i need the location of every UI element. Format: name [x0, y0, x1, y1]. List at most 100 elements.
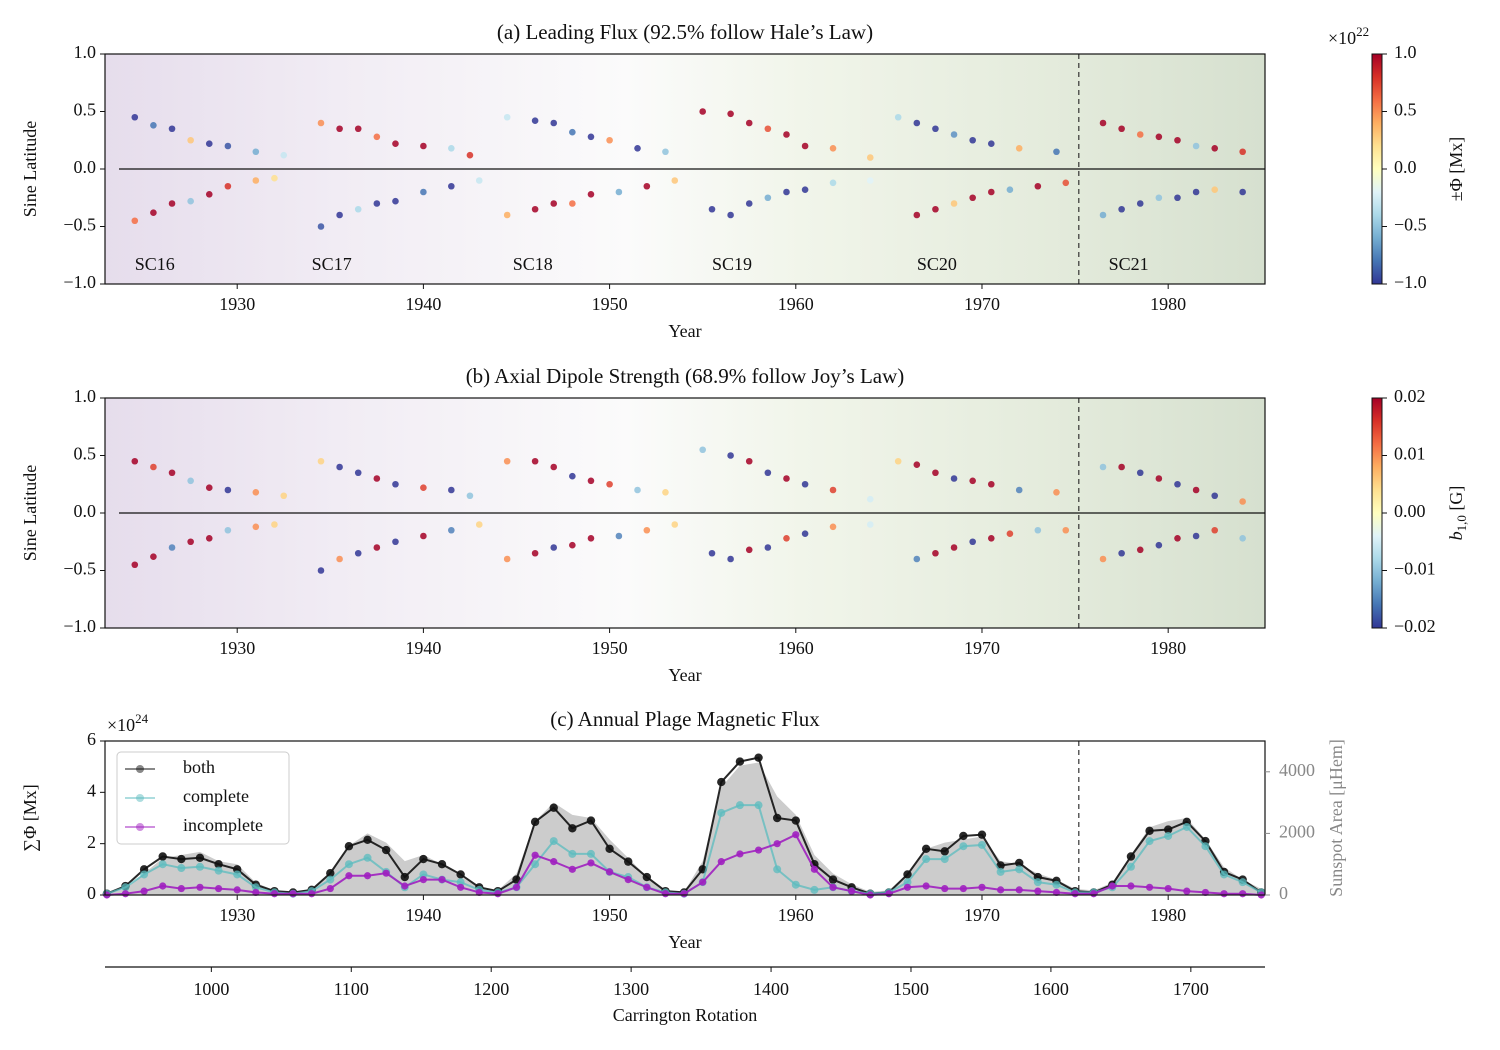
scatter-point — [373, 133, 381, 141]
series-marker — [810, 865, 819, 873]
scatter-point — [252, 177, 260, 184]
scatter-point — [317, 223, 325, 230]
x-tick-label: 1980 — [1150, 294, 1186, 314]
colorbar-tick-label: −1.0 — [1394, 272, 1427, 292]
series-marker — [177, 864, 186, 873]
y-tick-label: 2 — [87, 832, 96, 852]
scatter-point — [550, 119, 558, 127]
scatter-point — [950, 200, 958, 207]
colorbar-tick-label: 0.00 — [1394, 501, 1426, 521]
series-marker — [214, 866, 223, 875]
series-marker — [344, 860, 353, 869]
series-marker — [959, 831, 968, 841]
scatter-point — [801, 186, 809, 193]
series-marker — [586, 816, 596, 825]
scatter-point — [168, 200, 176, 207]
series-marker — [251, 883, 260, 892]
series-marker — [1015, 886, 1023, 894]
scatter-point — [503, 555, 511, 563]
series-marker — [996, 867, 1005, 876]
colorbar-tick-label: 0.5 — [1394, 100, 1417, 120]
y2-tick-label: 4000 — [1279, 760, 1315, 780]
scatter-point — [913, 555, 921, 563]
scatter-point — [727, 555, 734, 563]
scatter-point — [280, 492, 288, 500]
legend-label: both — [183, 757, 215, 777]
series-marker — [400, 872, 409, 882]
series-marker — [549, 837, 558, 846]
scatter-point — [187, 477, 194, 485]
scatter-point — [317, 119, 325, 127]
series-marker — [121, 890, 130, 898]
series-marker — [624, 876, 632, 884]
series-marker — [1145, 826, 1154, 836]
series-marker — [1127, 882, 1135, 890]
series-marker — [437, 860, 447, 869]
series-marker — [1182, 822, 1191, 831]
series-marker — [195, 862, 204, 871]
scatter-point — [466, 492, 474, 500]
scatter-point — [392, 480, 399, 488]
series-marker — [977, 830, 987, 839]
scatter-point — [224, 486, 232, 494]
series-marker — [941, 884, 949, 893]
scatter-point — [354, 125, 362, 133]
legend-marker — [136, 823, 144, 831]
series-marker — [140, 870, 149, 879]
offset-base: ×10 — [1328, 28, 1356, 48]
scatter-point — [1053, 148, 1060, 156]
scatter-point — [894, 113, 902, 121]
scatter-point — [1192, 188, 1200, 196]
scatter-point — [987, 140, 995, 147]
series-marker — [959, 884, 967, 893]
cycle-label: SC21 — [1109, 254, 1149, 274]
scatter-point — [783, 475, 790, 482]
series-marker — [530, 817, 540, 827]
x-axis-label: Year — [668, 665, 701, 685]
scatter-point — [1099, 463, 1107, 471]
series-marker — [1033, 878, 1042, 887]
y-tick-label: 1.0 — [74, 386, 97, 406]
scatter-point — [932, 469, 939, 477]
scatter-point — [1211, 492, 1219, 500]
y-tick-label: 1.0 — [74, 42, 97, 62]
scatter-point — [1034, 182, 1042, 190]
scatter-point — [987, 188, 995, 196]
scatter-point — [420, 532, 427, 540]
series-marker — [829, 883, 837, 891]
series-marker — [736, 850, 744, 858]
scatter-point — [727, 211, 734, 219]
scatter-point — [1174, 194, 1181, 202]
scatter-point — [932, 205, 939, 213]
series-marker — [419, 870, 428, 879]
scatter-point — [634, 145, 641, 152]
scatter-point — [587, 133, 595, 141]
scatter-point — [392, 197, 399, 205]
y-tick-label: 0 — [87, 883, 96, 903]
scatter-point — [224, 142, 232, 150]
series-marker — [661, 890, 670, 898]
scatter-point — [708, 549, 716, 557]
series-marker — [158, 860, 167, 869]
scatter-point — [671, 521, 679, 528]
series-marker — [214, 884, 223, 893]
series-marker — [177, 884, 185, 893]
series-marker — [717, 858, 725, 866]
scatter-point — [354, 549, 362, 557]
scatter-point — [829, 145, 837, 152]
scatter-point — [866, 521, 874, 528]
series-marker — [1238, 878, 1247, 887]
scatter-point — [708, 205, 716, 213]
series-marker — [419, 876, 427, 884]
series-marker — [457, 883, 465, 891]
cycle-label: SC19 — [712, 254, 752, 274]
series-marker — [903, 878, 912, 887]
y-tick-label: 0.0 — [74, 501, 97, 521]
series-marker — [121, 883, 130, 892]
y-tick-label: 0.5 — [74, 444, 97, 464]
scatter-point — [550, 463, 558, 471]
y2-tick-label: 2000 — [1279, 822, 1315, 842]
series-marker — [363, 835, 372, 845]
scatter-point — [662, 148, 669, 156]
series-marker — [531, 851, 539, 859]
